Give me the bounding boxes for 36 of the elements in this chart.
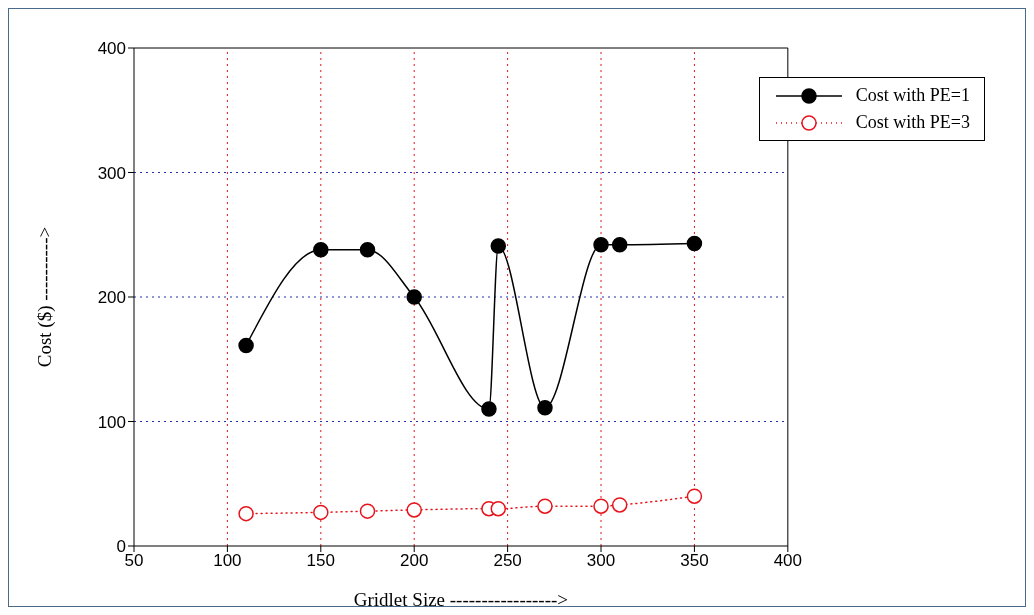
x-tick-label: 250 xyxy=(493,551,522,571)
x-tick-label: 100 xyxy=(213,551,242,571)
point xyxy=(537,498,553,514)
x-tick-label: 50 xyxy=(124,551,144,571)
point xyxy=(593,236,609,253)
point xyxy=(686,235,703,252)
legend-label: Cost with PE=3 xyxy=(855,112,970,133)
point xyxy=(490,500,507,517)
x-axis-title: Gridlet Size -----------------> xyxy=(353,589,569,610)
point xyxy=(537,400,553,416)
point xyxy=(686,488,703,504)
point xyxy=(406,289,422,305)
point xyxy=(490,238,507,254)
y-tick-label: 100 xyxy=(97,412,126,432)
x-tick-label: 300 xyxy=(586,551,616,571)
point xyxy=(313,241,329,258)
point xyxy=(313,504,329,521)
y-axis-title: Cost ($) ----------> xyxy=(33,226,56,368)
legend-label: Cost with PE=1 xyxy=(855,85,970,106)
point xyxy=(406,502,422,518)
point xyxy=(359,241,376,258)
point xyxy=(593,498,609,514)
point xyxy=(481,401,497,417)
y-tick-label: 300 xyxy=(97,163,126,183)
x-tick-label: 200 xyxy=(400,551,429,571)
point xyxy=(238,337,254,354)
y-tick-label: 400 xyxy=(97,39,126,59)
x-tick-label: 350 xyxy=(680,551,709,571)
x-tick-label: 400 xyxy=(773,551,803,571)
point xyxy=(611,497,628,513)
point xyxy=(611,236,628,253)
point xyxy=(238,505,254,522)
point xyxy=(359,503,376,519)
y-tick-label: 0 xyxy=(116,537,126,557)
y-tick-label: 200 xyxy=(97,288,126,308)
x-tick-label: 150 xyxy=(306,551,335,571)
